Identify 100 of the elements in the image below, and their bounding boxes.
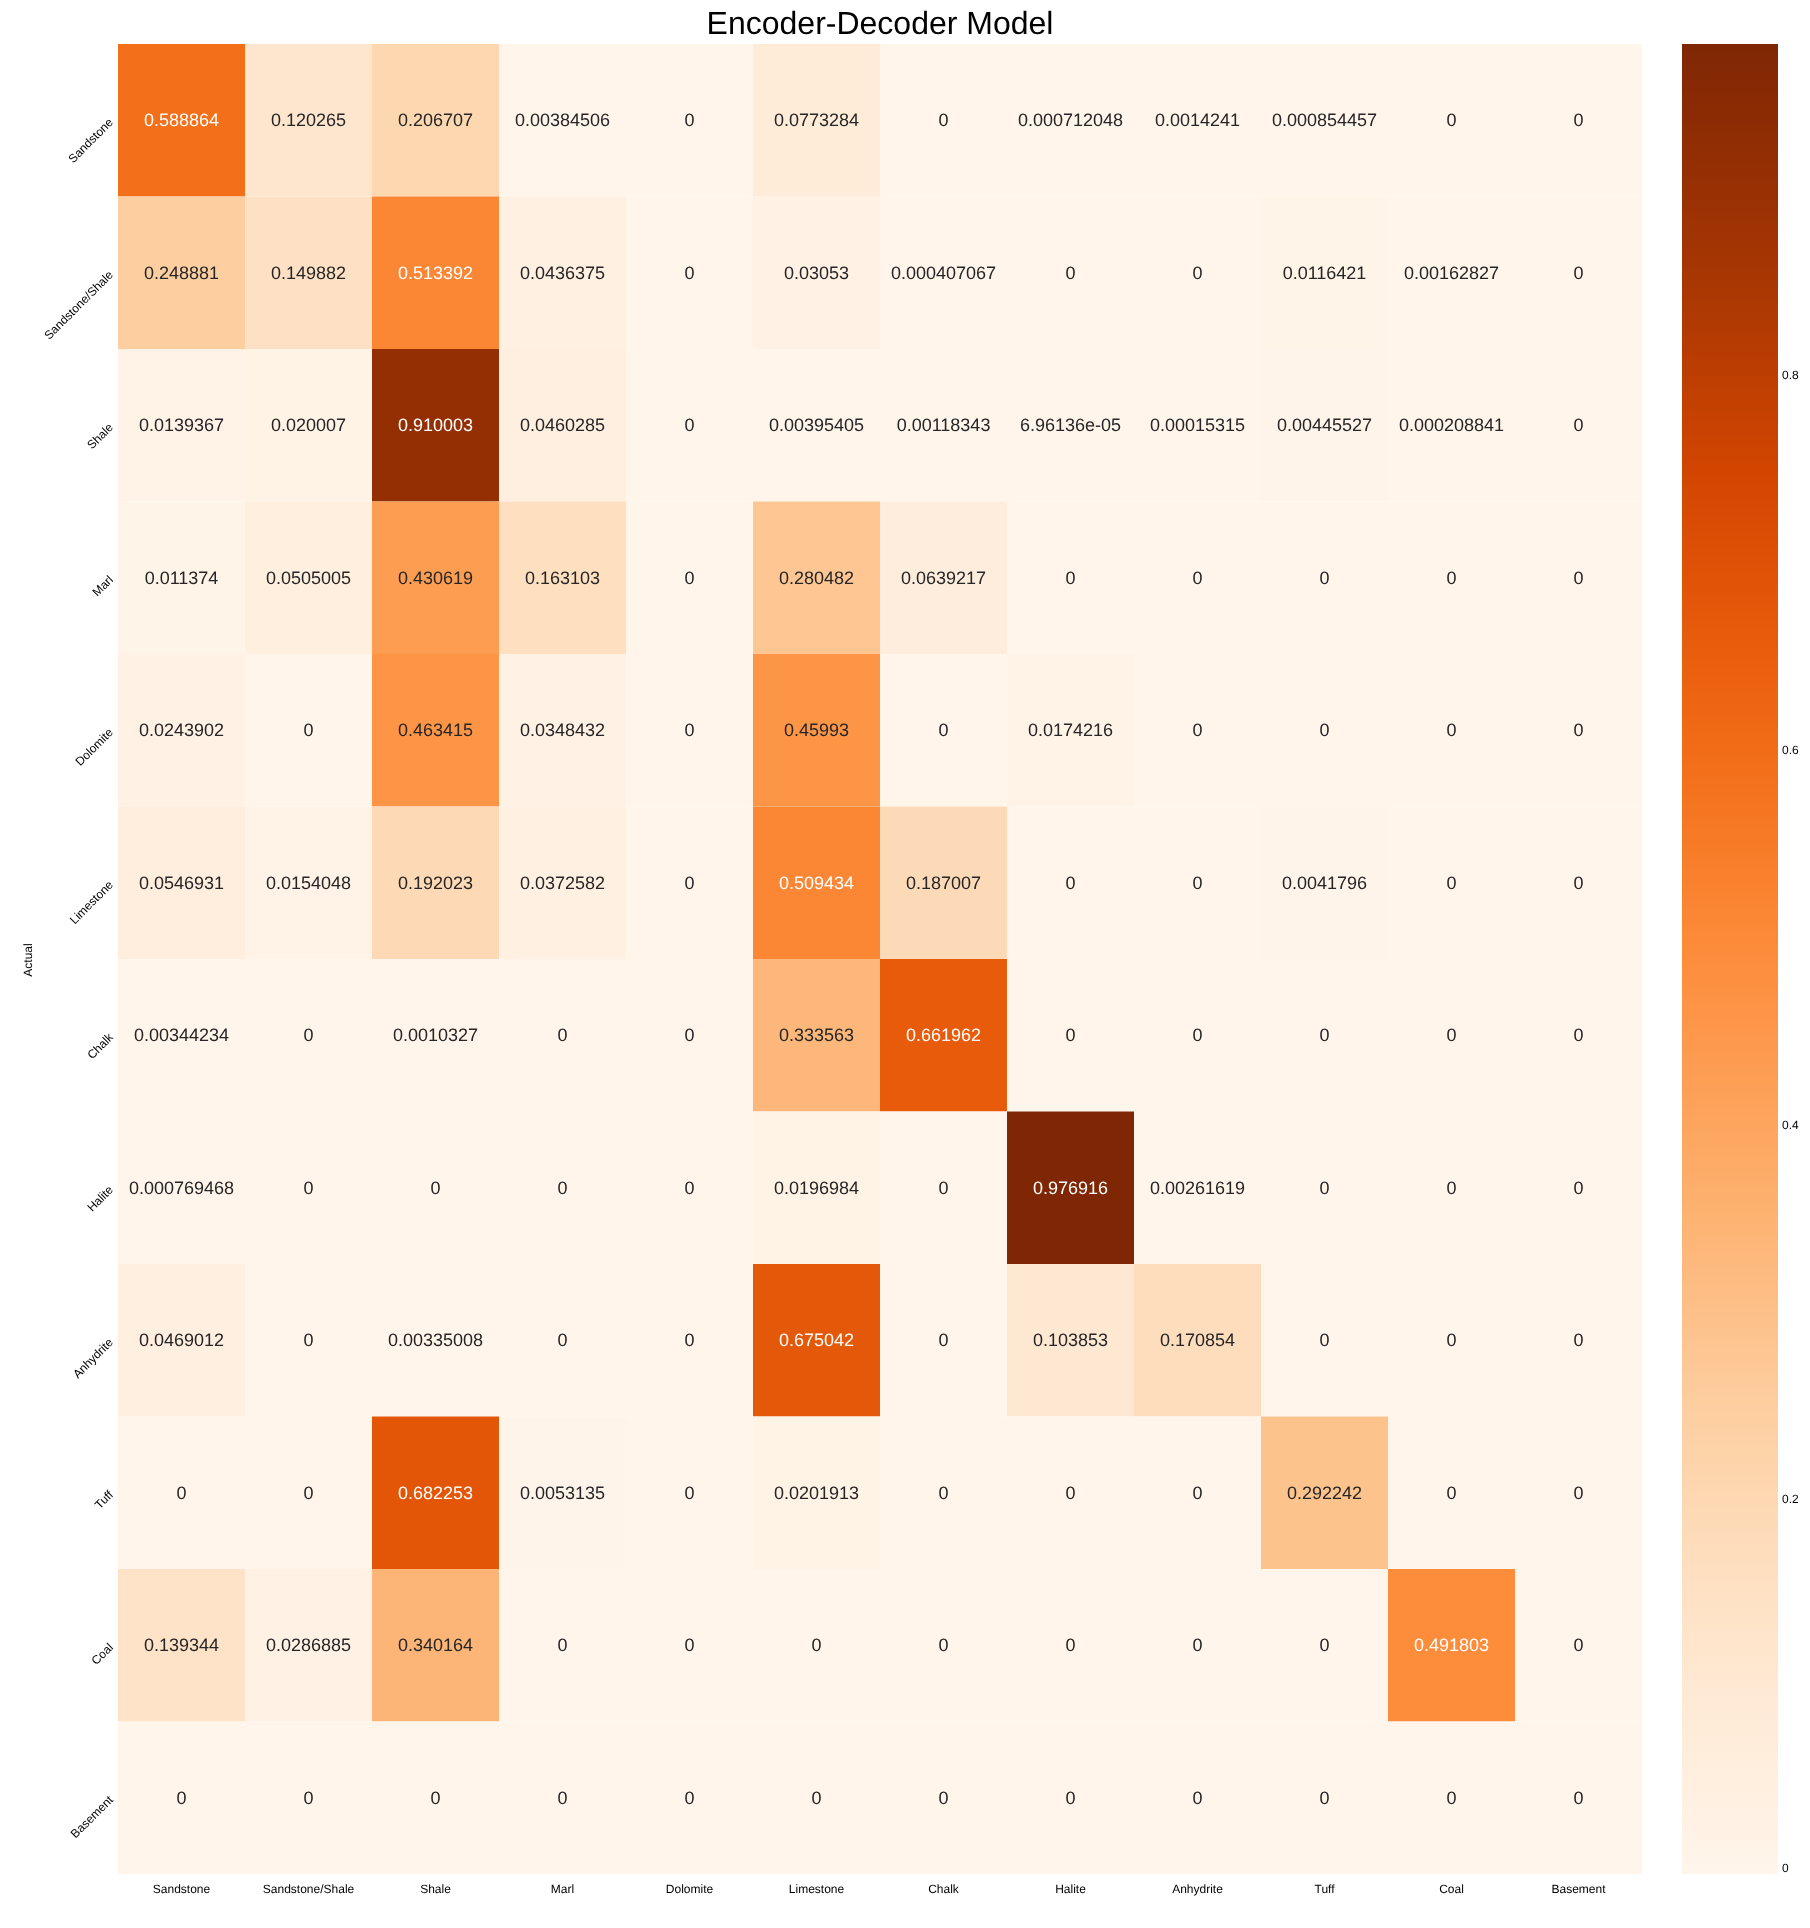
data-label: 0.149882 [270,262,347,283]
data-label: 0 [1192,1482,1203,1503]
data-label: 0 [303,1787,314,1808]
data-label: 0.340164 [397,1635,474,1656]
data-label: 0 [1319,1330,1330,1351]
data-label: 0 [1573,1482,1584,1503]
data-label: 0.206707 [397,110,474,131]
data-label: 0.0639217 [900,567,987,588]
data-label: 0.000854457 [1271,110,1378,131]
data-label: 0.00335008 [387,1330,484,1351]
data-label: 0 [938,1482,949,1503]
data-label: 0 [1446,1025,1457,1046]
data-label: 0 [1573,415,1584,436]
data-label: 0 [303,1025,314,1046]
data-label: 0.0139367 [138,415,225,436]
data-label: 0.00344234 [133,1025,230,1046]
data-label: 0 [557,1330,568,1351]
data-label: 0.0436375 [519,262,606,283]
data-label: 0.0460285 [519,415,606,436]
data-label: 0 [1319,567,1330,588]
data-label: 0 [1319,1787,1330,1808]
data-label: 0.00445527 [1276,415,1373,436]
data-label: 0 [1192,1787,1203,1808]
data-label: 0 [1192,872,1203,893]
data-label: 0.0053135 [519,1482,606,1503]
data-label: 0.163103 [524,567,601,588]
data-label: 0.0174216 [1027,720,1114,741]
data-label: 0.00162827 [1403,262,1500,283]
data-label: 0 [1319,720,1330,741]
data-label: 0.292242 [1286,1482,1363,1503]
data-label: 0 [938,720,949,741]
data-label: 0 [1192,1635,1203,1656]
data-label: 0.0116421 [1282,262,1367,283]
data-label: 0.00015315 [1149,415,1246,436]
data-label: 0.170854 [1159,1330,1236,1351]
data-label: 0 [1319,1177,1330,1198]
data-label: 0.430619 [397,567,474,588]
data-label: 0 [811,1635,822,1656]
data-label: 0.139344 [143,1635,220,1656]
data-label: 0.45993 [783,720,850,741]
data-label: 0.103853 [1032,1330,1109,1351]
data-label: 0 [1446,1482,1457,1503]
data-label: 0 [1573,1787,1584,1808]
data-label: 0.910003 [397,415,474,436]
data-label: 0.0243902 [138,720,225,741]
data-label: 0 [430,1177,441,1198]
data-label: 0 [1573,1635,1584,1656]
data-label: 0.0196984 [773,1177,860,1198]
data-label: 0.513392 [397,262,474,283]
data-label: 0 [1573,1330,1584,1351]
data-label: 0 [684,1025,695,1046]
data-label: 0.00118343 [896,415,991,436]
data-label: 0 [684,1330,695,1351]
data-label: 0 [938,1177,949,1198]
data-label: 0 [684,872,695,893]
data-label: 0 [684,1482,695,1503]
data-label: 0.0348432 [519,720,606,741]
data-label: 0 [1192,1025,1203,1046]
data-label: 0.192023 [397,872,474,893]
data-label: 0 [1192,720,1203,741]
data-label: 0 [684,720,695,741]
data-label: 6.96136e-05 [1019,415,1122,436]
data-label: 0.0154048 [265,872,352,893]
data-label: 0 [1573,262,1584,283]
data-label: 0.0010327 [392,1025,479,1046]
data-label: 0.000712048 [1017,110,1124,131]
data-label: 0 [938,1330,949,1351]
data-label: 0 [684,1635,695,1656]
data-label: 0.0773284 [773,110,860,131]
data-label: 0 [1446,1177,1457,1198]
data-label: 0 [1573,872,1584,893]
data-label: 0 [684,262,695,283]
data-label: 0 [938,1787,949,1808]
chart-title: Encoder-Decoder Model [706,8,1054,42]
data-label: 0.00384506 [514,110,611,131]
data-label: 0.0201913 [773,1482,860,1503]
data-label: 0 [938,110,949,131]
data-label: 0.000208841 [1398,415,1505,436]
data-label: 0 [557,1635,568,1656]
data-label: 0 [684,1787,695,1808]
data-label: 0 [1319,1635,1330,1656]
data-label: 0 [1065,567,1076,588]
data-label: 0.280482 [778,567,855,588]
data-label: 0.0469012 [138,1330,225,1351]
data-label: 0 [684,567,695,588]
data-label: 0.0041796 [1281,872,1368,893]
data-label: 0.0505005 [265,567,352,588]
data-label: 0 [1573,1025,1584,1046]
data-label: 0 [1573,1177,1584,1198]
data-label: 0.120265 [270,110,347,131]
data-label: 0.675042 [778,1330,855,1351]
data-label: 0 [1319,1025,1330,1046]
data-label: 0 [1446,110,1457,131]
data-label: 0 [303,1482,314,1503]
data-label: 0.248881 [143,262,220,283]
data-label: 0 [1065,262,1076,283]
data-label: 0 [811,1787,822,1808]
data-label: 0.000407067 [890,262,997,283]
data-label: 0.976916 [1032,1177,1109,1198]
data-label: 0.187007 [905,872,982,893]
